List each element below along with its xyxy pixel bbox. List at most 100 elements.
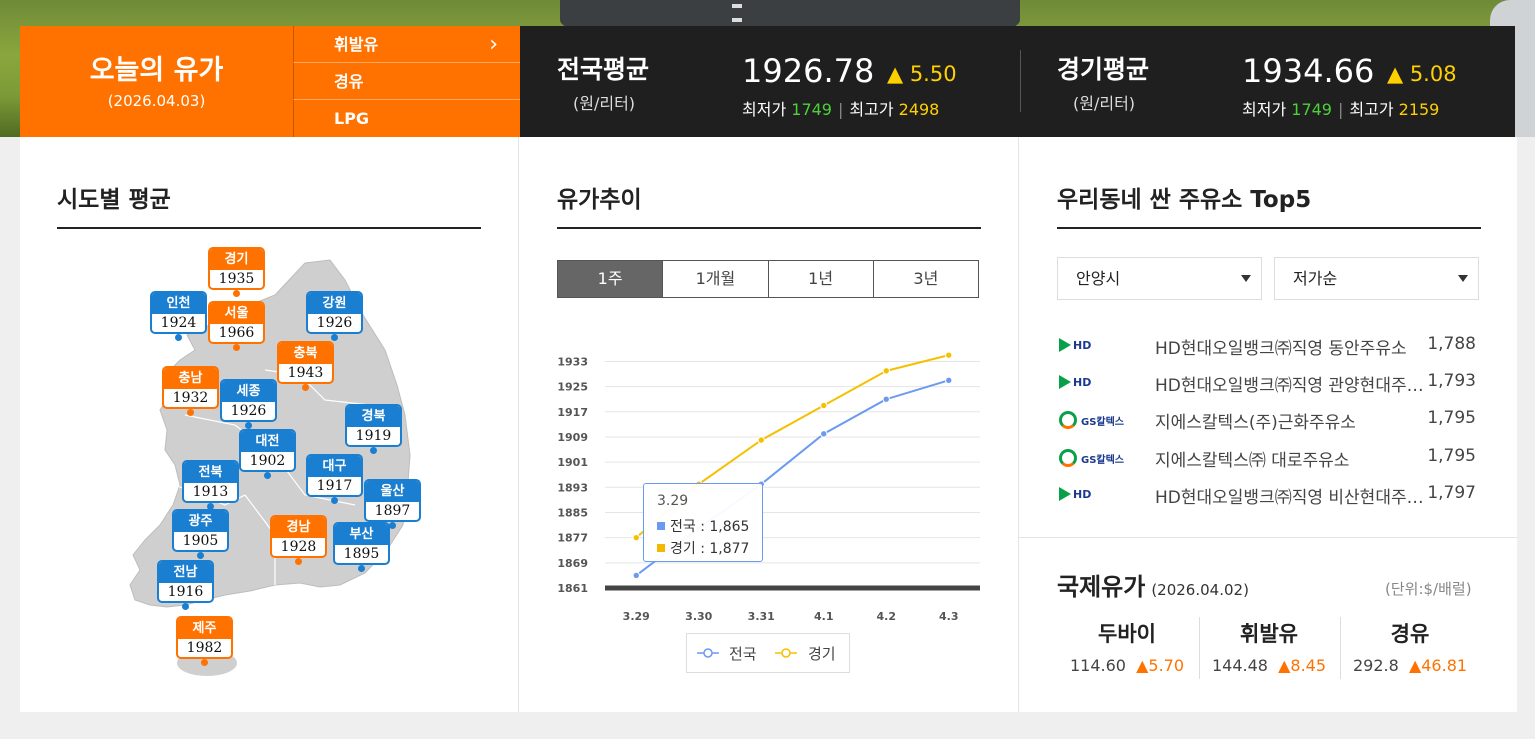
series-swatch [657, 522, 665, 530]
station-row[interactable]: HDHYUNDAI OILBANK HD현대오일뱅크㈜직영 비산현대주유소1,79… [1057, 480, 1481, 510]
region-badge[interactable]: 대전 1902 [239, 429, 296, 472]
intl-item-diesel: 경유 292.8 ▲46.81 [1340, 618, 1480, 675]
x-tick-label: 3.29 [623, 610, 650, 623]
road-marking [732, 18, 742, 22]
tab-label: LPG [334, 109, 370, 128]
tab-1year[interactable]: 1년 [767, 261, 873, 297]
region-select[interactable]: 안양시 [1057, 257, 1262, 300]
caret-down-icon [1241, 275, 1251, 282]
region-marker [370, 447, 377, 454]
station-row[interactable]: GS칼텍스 지에스칼텍스(주)근화주유소 1,795 [1057, 405, 1481, 435]
road-marking [732, 4, 742, 8]
tooltip-row-gyeonggi: 경기 : 1,877 [657, 538, 749, 558]
region-badge[interactable]: 경북 1919 [345, 404, 402, 447]
intl-title: 국제유가 (2026.04.02) [1057, 567, 1249, 602]
region-name: 전남 [159, 562, 212, 583]
change: ▲46.81 [1408, 656, 1468, 675]
title-underline [1057, 227, 1481, 229]
chart-legend: 전국 경기 [686, 633, 850, 673]
hd-oilbank-logo: HDHYUNDAI OILBANK [1057, 336, 1129, 356]
tab-diesel[interactable]: 경유 [293, 63, 520, 100]
tab-label: 휘발유 [334, 35, 379, 54]
intl-item-name: 두바이 [1098, 622, 1156, 646]
gs-caltex-logo: GS칼텍스 [1057, 448, 1129, 468]
region-badge[interactable]: 충남 1932 [162, 366, 219, 409]
gs-caltex-logo: GS칼텍스 [1057, 410, 1129, 430]
max-label: 최고가 [1349, 100, 1394, 119]
trend-title: 유가추이 [557, 187, 642, 213]
region-marker [197, 552, 204, 559]
region-badge[interactable]: 경남 1928 [270, 515, 327, 558]
region-name: 서울 [210, 303, 263, 324]
x-tick-label: 4.3 [939, 610, 959, 623]
intl-item-name: 경유 [1390, 622, 1430, 646]
region-price: 1919 [355, 428, 392, 444]
region-badge[interactable]: 전남 1916 [157, 560, 214, 603]
legend-gyeonggi-label[interactable]: 경기 [808, 645, 836, 663]
region-marker [302, 384, 309, 391]
station-name: HD현대오일뱅크㈜직영 비산현대주유소 [1155, 488, 1430, 508]
x-tick-label: 3.31 [748, 610, 775, 623]
series-swatch [657, 544, 665, 552]
caret-down-icon [1458, 275, 1468, 282]
region-name: 경남 [272, 517, 325, 538]
region-badge[interactable]: 광주 1905 [172, 509, 229, 552]
data-point [882, 367, 890, 375]
station-row[interactable]: HDHYUNDAI OILBANK HD현대오일뱅크㈜직영 동안주유소 1,788 [1057, 331, 1481, 361]
region-price: 1913 [192, 484, 229, 500]
region-marker [389, 522, 396, 529]
legend-national-label[interactable]: 전국 [729, 645, 757, 663]
region-badge[interactable]: 전북 1913 [182, 460, 239, 503]
intl-item-gasoline: 휘발유 144.48 ▲8.45 [1199, 618, 1339, 675]
title-underline [57, 227, 481, 229]
region-price: 1935 [218, 271, 255, 287]
sort-select[interactable]: 저가순 [1274, 257, 1479, 300]
region-badge[interactable]: 제주 1982 [176, 616, 233, 659]
region-badge[interactable]: 인천 1924 [150, 291, 207, 334]
region-name: 울산 [366, 481, 419, 502]
station-name: 지에스칼텍스(주)근화주유소 [1155, 413, 1356, 433]
data-point [820, 430, 828, 438]
hd-oilbank-logo: HDHYUNDAI OILBANK [1057, 373, 1129, 393]
intl-unit: (단위:$/배럴) [1385, 580, 1472, 598]
national-max: 2498 [898, 100, 940, 119]
region-price: 1917 [316, 478, 353, 494]
column-divider [518, 137, 519, 712]
regions-title: 시도별 평균 [57, 187, 171, 213]
gs-logo-text: GS칼텍스 [1081, 455, 1125, 466]
region-marker [233, 290, 240, 297]
region-badge[interactable]: 세종 1926 [220, 379, 277, 422]
tab-1week[interactable]: 1주 [558, 261, 663, 297]
tab-gasoline[interactable]: 휘발유 › [293, 26, 520, 63]
region-marker [331, 334, 338, 341]
region-name: 세종 [222, 381, 275, 402]
region-badge[interactable]: 부산 1895 [333, 522, 390, 565]
region-badge[interactable]: 대구 1917 [306, 454, 363, 497]
price: 292.8 [1352, 656, 1399, 675]
data-point [632, 533, 640, 542]
region-name: 대구 [308, 456, 361, 477]
station-row[interactable]: GS칼텍스 지에스칼텍스㈜ 대로주유소 1,795 [1057, 443, 1481, 473]
legend-gyeonggi-icon [775, 648, 797, 658]
price: 144.48 [1211, 656, 1268, 675]
y-tick-label: 1917 [557, 406, 588, 419]
chevron-right-icon: › [489, 32, 498, 57]
region-badge[interactable]: 서울 1966 [208, 301, 265, 344]
intl-item-dubai: 두바이 114.60 ▲5.70 [1057, 618, 1197, 675]
region-name: 부산 [335, 524, 388, 545]
title-underline [557, 227, 981, 229]
tab-1month[interactable]: 1개월 [662, 261, 768, 297]
tab-3year[interactable]: 3년 [872, 261, 978, 297]
column-divider [1018, 137, 1019, 712]
region-name: 경기 [210, 249, 263, 270]
region-badge[interactable]: 울산 1897 [364, 479, 421, 522]
station-row[interactable]: HDHYUNDAI OILBANK HD현대오일뱅크㈜직영 관양현대주유소1,79… [1057, 368, 1481, 398]
x-tick-label: 3.30 [685, 610, 712, 623]
section-divider [1019, 537, 1517, 538]
gs-logo-text: GS칼텍스 [1081, 417, 1125, 428]
tab-lpg[interactable]: LPG [293, 100, 520, 137]
data-point [882, 395, 890, 403]
region-badge[interactable]: 강원 1926 [306, 291, 363, 334]
region-badge[interactable]: 충북 1943 [277, 341, 334, 384]
region-badge[interactable]: 경기 1935 [208, 247, 265, 290]
